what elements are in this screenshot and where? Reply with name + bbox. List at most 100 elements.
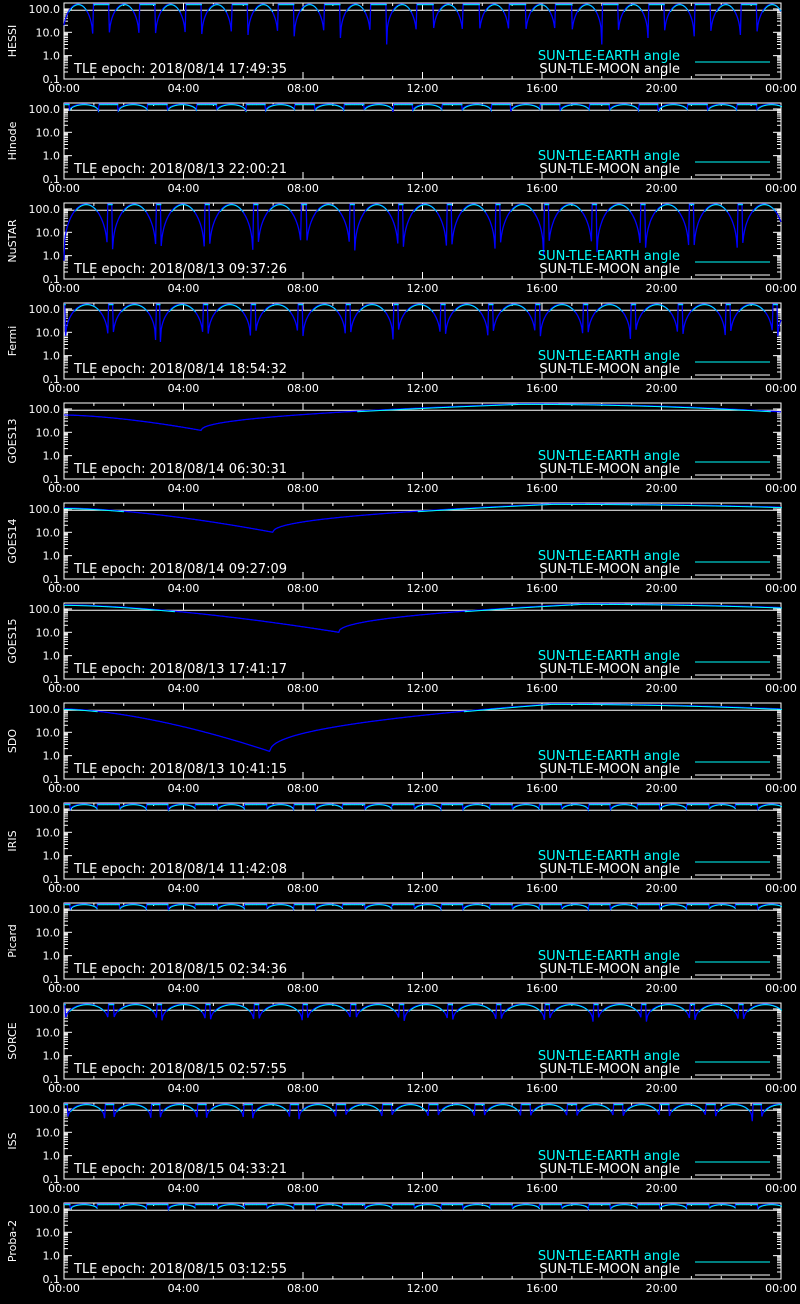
earth-angle-point	[121, 311, 122, 312]
earth-angle-point	[630, 211, 631, 212]
panel-label: GOES14	[6, 518, 19, 563]
earth-angle-point	[656, 211, 657, 212]
earth-angle-point	[393, 10, 394, 11]
earth-angle-point	[348, 9, 349, 10]
earth-angle-point	[763, 310, 764, 311]
earth-angle-point	[116, 10, 117, 11]
earth-angle-point	[69, 104, 70, 105]
earth-angle-point	[757, 109, 758, 110]
earth-angle-point	[540, 304, 541, 305]
earth-angle-point	[717, 10, 718, 11]
earth-angle-point	[547, 7, 548, 8]
earth-angle-point	[578, 11, 579, 12]
earth-angle-point	[669, 310, 670, 311]
x-tick-label: 08:00	[287, 182, 319, 195]
earth-angle-point	[147, 109, 148, 110]
earth-angle-point	[192, 209, 193, 210]
earth-angle-point	[618, 4, 619, 5]
earth-angle-point	[271, 10, 272, 11]
earth-angle-point	[256, 8, 257, 9]
x-tick-label: 04:00	[168, 182, 200, 195]
x-tick-label: 08:00	[287, 482, 319, 495]
earth-angle-point	[732, 7, 733, 8]
earth-angle-point	[485, 211, 486, 212]
earth-angle-point	[532, 209, 533, 210]
earth-angle-point	[463, 210, 464, 211]
earth-angle-point	[594, 8, 595, 9]
x-tick-label: 20:00	[646, 682, 678, 695]
earth-angle-point	[270, 8, 271, 9]
earth-angle-point	[85, 8, 86, 9]
earth-angle-point	[641, 9, 642, 10]
earth-angle-point	[774, 209, 775, 210]
earth-angle-point	[775, 210, 776, 211]
earth-angle-point	[413, 110, 414, 111]
y-tick-label: 100.0	[29, 203, 61, 216]
earth-angle-point	[160, 204, 161, 205]
earth-angle-point	[317, 210, 318, 211]
earth-angle-point	[65, 304, 66, 305]
earth-angle-point	[687, 9, 688, 10]
earth-angle-point	[710, 4, 711, 5]
y-tick-label: 10.0	[36, 526, 61, 539]
earth-angle-point	[431, 310, 432, 311]
earth-angle-point	[398, 304, 399, 305]
earth-angle-point	[560, 210, 561, 211]
earth-angle-point	[395, 8, 396, 9]
earth-angle-point	[677, 210, 678, 211]
earth-angle-point	[478, 310, 479, 311]
y-tick-label: 100.0	[29, 3, 61, 16]
panel-label: GOES13	[6, 418, 19, 463]
x-tick-label: 16:00	[526, 382, 558, 395]
earth-angle-point	[97, 108, 98, 109]
earth-angle-point	[441, 8, 442, 9]
x-tick-label: 20:00	[646, 482, 678, 495]
tle-epoch-label: TLE epoch: 2018/08/14 18:54:32	[73, 362, 287, 377]
earth-angle-point	[117, 104, 118, 105]
earth-angle-point	[179, 10, 180, 11]
earth-angle-point	[338, 210, 339, 211]
earth-angle-point	[579, 10, 580, 11]
x-tick-label: 04:00	[168, 82, 200, 95]
earth-angle-point	[164, 8, 165, 9]
earth-angle-point	[216, 104, 217, 105]
earth-angle-point	[162, 10, 163, 11]
earth-angle-point	[644, 311, 645, 312]
earth-angle-point	[510, 104, 511, 105]
earth-angle-point	[86, 9, 87, 10]
earth-angle-point	[221, 210, 222, 211]
earth-angle-point	[265, 104, 266, 105]
earth-angle-point	[560, 210, 561, 211]
y-tick-label: 10.0	[36, 326, 61, 339]
earth-angle-point	[384, 311, 385, 312]
y-tick-label: 1.0	[43, 350, 61, 363]
earth-angle-point	[725, 209, 726, 210]
earth-angle-point	[549, 11, 550, 12]
earth-angle-point	[485, 11, 486, 12]
earth-angle-point	[764, 9, 765, 10]
earth-angle-point	[486, 9, 487, 10]
earth-angle-point	[462, 109, 463, 110]
earth-angle-point	[540, 109, 541, 110]
earth-angle-point	[174, 611, 175, 612]
earth-angle-point	[289, 310, 290, 311]
earth-angle-point	[408, 8, 409, 9]
earth-angle-point	[730, 304, 731, 305]
x-tick-label: 08:00	[287, 282, 319, 295]
earth-angle-point	[167, 104, 168, 105]
x-tick-label: 20:00	[646, 182, 678, 195]
earth-angle-point	[754, 210, 755, 211]
earth-angle-point	[210, 8, 211, 9]
earth-angle-point	[579, 209, 580, 210]
x-tick-label: 12:00	[407, 82, 439, 95]
earth-angle-point	[339, 211, 340, 212]
earth-angle-point	[289, 311, 290, 312]
earth-angle-point	[664, 4, 665, 5]
earth-angle-point	[533, 8, 534, 9]
x-tick-label: 20:00	[646, 282, 678, 295]
earth-angle-point	[490, 109, 491, 110]
x-tick-label: 12:00	[407, 182, 439, 195]
earth-angle-point	[97, 109, 98, 110]
x-tick-label: 16:00	[526, 482, 558, 495]
legend-moon-label: SUN-TLE-MOON angle	[539, 62, 680, 77]
